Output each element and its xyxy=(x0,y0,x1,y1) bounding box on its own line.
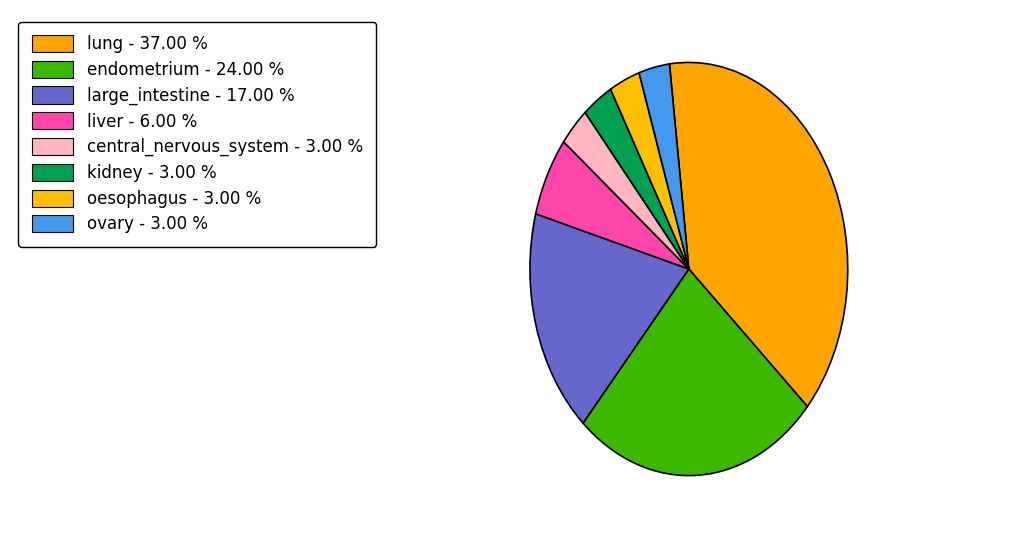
Wedge shape xyxy=(563,112,689,269)
Wedge shape xyxy=(530,214,689,423)
Wedge shape xyxy=(611,73,689,269)
Legend: lung - 37.00 %, endometrium - 24.00 %, large_intestine - 17.00 %, liver - 6.00 %: lung - 37.00 %, endometrium - 24.00 %, l… xyxy=(18,22,376,247)
Wedge shape xyxy=(639,64,689,269)
Wedge shape xyxy=(583,269,807,476)
Wedge shape xyxy=(586,89,689,269)
Wedge shape xyxy=(536,142,689,269)
Wedge shape xyxy=(670,62,848,407)
